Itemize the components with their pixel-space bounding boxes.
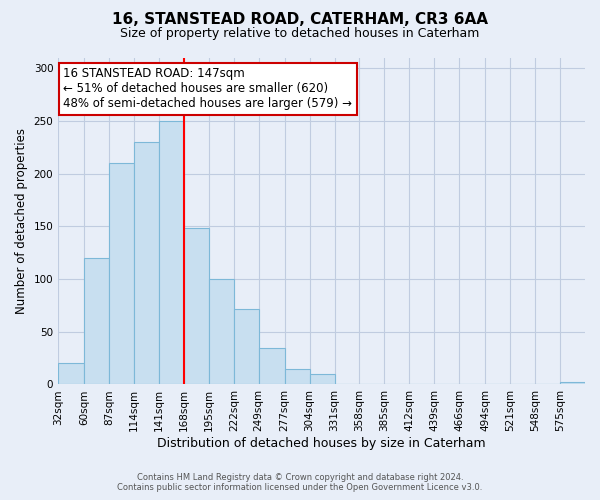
X-axis label: Distribution of detached houses by size in Caterham: Distribution of detached houses by size …: [157, 437, 486, 450]
Bar: [560, 382, 585, 384]
Y-axis label: Number of detached properties: Number of detached properties: [15, 128, 28, 314]
Text: 16 STANSTEAD ROAD: 147sqm
← 51% of detached houses are smaller (620)
48% of semi: 16 STANSTEAD ROAD: 147sqm ← 51% of detac…: [64, 68, 352, 110]
Bar: [58, 364, 84, 384]
Bar: [109, 163, 134, 384]
Text: Size of property relative to detached houses in Caterham: Size of property relative to detached ho…: [121, 28, 479, 40]
Bar: [184, 228, 209, 384]
Bar: [259, 348, 284, 385]
Bar: [284, 368, 310, 384]
Bar: [209, 279, 234, 384]
Bar: [134, 142, 159, 384]
Bar: [310, 374, 335, 384]
Text: 16, STANSTEAD ROAD, CATERHAM, CR3 6AA: 16, STANSTEAD ROAD, CATERHAM, CR3 6AA: [112, 12, 488, 28]
Bar: [234, 308, 259, 384]
Text: Contains HM Land Registry data © Crown copyright and database right 2024.
Contai: Contains HM Land Registry data © Crown c…: [118, 473, 482, 492]
Bar: [84, 258, 109, 384]
Bar: [159, 121, 184, 384]
